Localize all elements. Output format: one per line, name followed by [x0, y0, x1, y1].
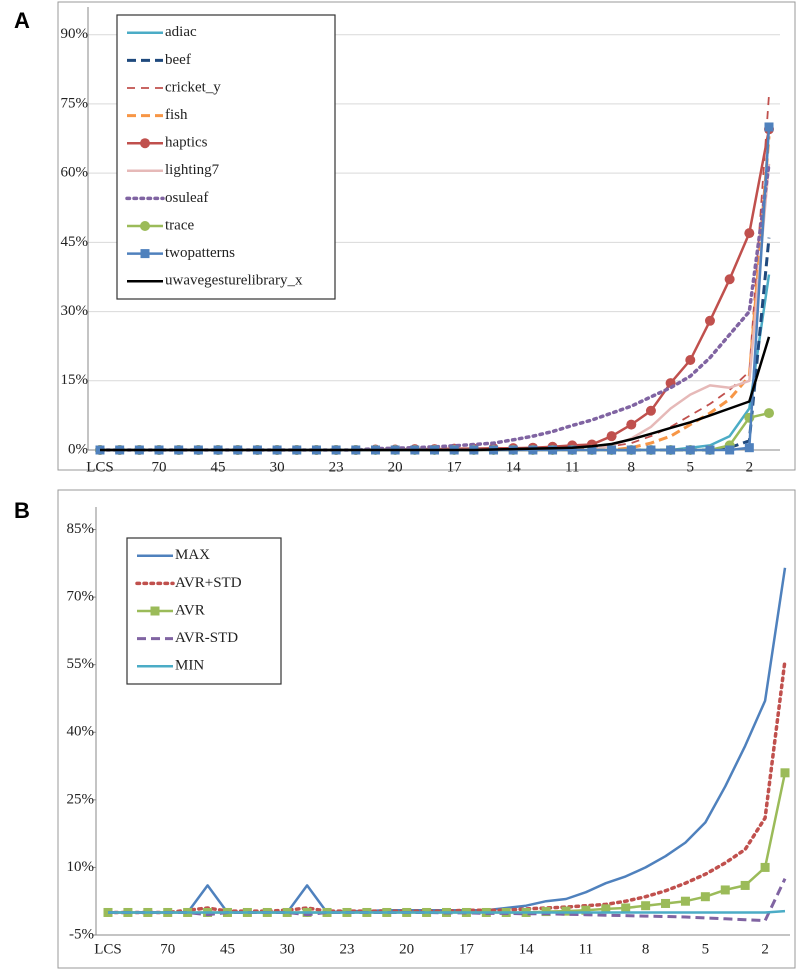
data-point	[641, 901, 651, 911]
legend-label: trace	[165, 217, 194, 233]
x-tick-label: 17	[447, 459, 463, 475]
data-point	[740, 880, 750, 890]
x-tick-label: 45	[211, 459, 226, 475]
x-tick-label: 30	[270, 459, 285, 475]
x-tick-label: 8	[642, 941, 650, 957]
data-point	[685, 445, 695, 455]
data-point	[720, 885, 730, 895]
x-tick-label: 20	[388, 459, 403, 475]
x-tick-label: 70	[152, 459, 167, 475]
y-tick-label: 15%	[61, 372, 89, 388]
legend-label: cricket_y	[165, 79, 221, 95]
legend-box	[116, 14, 336, 300]
data-point	[581, 905, 591, 915]
data-point	[724, 274, 735, 285]
data-point	[764, 408, 774, 419]
data-point	[567, 445, 577, 455]
data-point	[645, 405, 656, 416]
y-tick-label: 25%	[67, 791, 95, 807]
y-tick-label: 45%	[61, 234, 89, 250]
legend-marker	[140, 138, 150, 149]
data-point	[606, 431, 617, 442]
data-point	[601, 904, 611, 914]
data-point	[548, 445, 558, 455]
data-point	[705, 445, 715, 455]
y-tick-label: 85%	[67, 521, 95, 537]
data-point	[666, 445, 676, 455]
legend-label: MAX	[175, 547, 210, 563]
x-tick-label: 14	[506, 459, 522, 475]
data-point	[685, 355, 696, 366]
y-tick-label: -5%	[69, 926, 94, 942]
y-tick-label: 90%	[61, 26, 89, 42]
x-tick-label: 17	[459, 941, 475, 957]
legend-label: osuleaf	[165, 190, 208, 206]
series-line	[100, 336, 771, 452]
data-point	[744, 443, 754, 453]
x-tick-label: 23	[339, 941, 354, 957]
x-tick-label: 20	[399, 941, 414, 957]
y-tick-label: 60%	[61, 165, 89, 181]
data-point	[626, 445, 636, 455]
legend-label: twopatterns	[165, 245, 235, 261]
data-point	[764, 122, 774, 132]
legend-label: AVR+STD	[175, 575, 242, 591]
legend-label: AVR	[175, 602, 205, 618]
legend-label: fish	[165, 107, 188, 123]
data-point	[626, 419, 637, 430]
data-point	[621, 903, 631, 913]
legend-label: MIN	[175, 658, 204, 674]
panel-label: B	[14, 498, 30, 523]
data-point	[607, 445, 617, 455]
x-tick-label: 30	[280, 941, 295, 957]
data-point	[744, 228, 755, 239]
data-point	[561, 906, 571, 916]
data-point	[587, 445, 597, 455]
x-tick-label: 70	[160, 941, 175, 957]
data-point	[780, 768, 790, 778]
y-tick-label: 75%	[61, 95, 89, 111]
x-tick-label: 11	[579, 941, 593, 957]
legend-marker	[150, 606, 160, 616]
y-tick-label: 30%	[61, 303, 89, 319]
data-point	[528, 445, 538, 455]
x-tick-label: 11	[565, 459, 579, 475]
y-tick-label: 55%	[67, 656, 95, 672]
x-tick-label: 2	[746, 459, 754, 475]
x-tick-label: 23	[329, 459, 344, 475]
y-tick-label: 0%	[68, 441, 88, 457]
panel-label: A	[14, 8, 30, 33]
x-tick-label: 14	[519, 941, 535, 957]
data-point	[646, 445, 656, 455]
legend-label: beef	[165, 52, 191, 68]
y-tick-label: 40%	[67, 724, 95, 740]
legend-label: adiac	[165, 24, 197, 40]
x-tick-label: 8	[628, 459, 636, 475]
series-line	[108, 909, 786, 914]
x-tick-label: 5	[702, 941, 710, 957]
y-tick-label: 10%	[67, 859, 95, 875]
data-point	[744, 412, 755, 423]
legend-label: haptics	[165, 135, 208, 151]
legend-label: uwavegesturelibrary_x	[165, 273, 303, 289]
data-point	[700, 892, 710, 902]
x-tick-label: 45	[220, 941, 235, 957]
legend-marker	[140, 249, 150, 259]
data-point	[760, 862, 770, 872]
x-tick-label: LCS	[86, 459, 114, 475]
legend-label: lighting7	[165, 162, 220, 178]
legend-label: AVR-STD	[175, 630, 238, 646]
data-point	[661, 898, 671, 908]
data-point	[680, 896, 690, 906]
x-tick-label: LCS	[94, 941, 122, 957]
data-point	[725, 445, 735, 455]
x-tick-label: 5	[687, 459, 695, 475]
x-tick-label: 2	[761, 941, 769, 957]
data-point	[704, 315, 715, 326]
legend-marker	[140, 221, 150, 231]
y-tick-label: 70%	[67, 589, 95, 605]
